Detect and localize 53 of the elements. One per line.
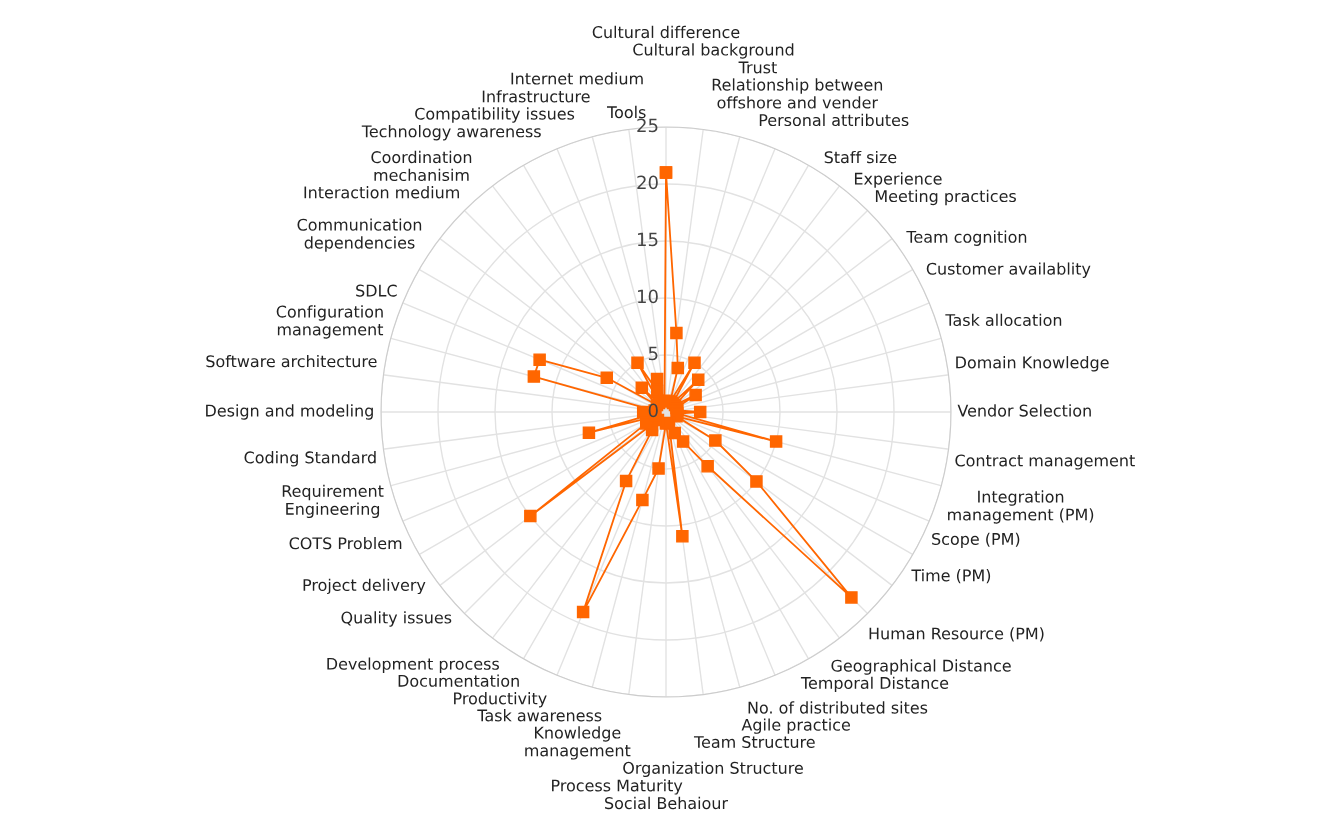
spoke-label: Geographical Distance — [831, 659, 1011, 675]
spoke-label: Staff size — [824, 150, 897, 164]
spoke-label: SDLC — [356, 284, 397, 297]
spoke-label: Coding Standard — [244, 451, 376, 467]
spoke-label: Integration management (PM) — [948, 490, 1094, 524]
spoke-label: Temporal Distance — [800, 676, 949, 693]
spoke-label: Human Resource (PM) — [869, 627, 1044, 642]
spoke-label: Experience — [854, 172, 942, 188]
spoke-label: Internet medium — [511, 72, 643, 85]
spoke-label: Scope (PM) — [932, 532, 1020, 549]
spoke-label: Cultural background — [633, 43, 794, 59]
spoke-label: Design and modeling — [206, 404, 373, 420]
spoke-label: Task allocation — [945, 313, 1062, 327]
spoke-label: Productivity — [454, 692, 547, 708]
spoke-label: COTS Problem — [289, 536, 402, 550]
spoke-label: Interaction medium — [304, 186, 459, 199]
spoke-label: Technology awareness — [361, 125, 541, 141]
spoke-label: Communication dependencies — [297, 218, 422, 252]
spoke-label: Team cognition — [906, 230, 1027, 246]
y-tick-label: 20 — [637, 175, 658, 190]
spoke-label: Tools — [606, 105, 646, 119]
spoke-label: Vendor Selection — [957, 404, 1091, 417]
y-tick-label: 25 — [637, 118, 658, 133]
spoke-label: Infrastructure — [482, 90, 590, 103]
spoke-label: Project delivery — [303, 578, 426, 595]
y-tick-label: 15 — [638, 232, 658, 247]
spoke-label: Agile practice — [741, 718, 850, 734]
spoke-label: Personal attributes — [759, 113, 909, 127]
spoke-label: Software architecture — [206, 354, 377, 368]
spoke-label: Trust — [738, 61, 777, 74]
spoke-label: Customer availablity — [926, 262, 1091, 278]
spoke-label: Meeting practices — [875, 189, 1016, 206]
spoke-label: Quality issues — [341, 611, 452, 627]
spoke-label: Time (PM) — [911, 569, 991, 584]
spoke-label: No. of distributed sites — [748, 701, 928, 714]
spoke-label: Contract management — [955, 454, 1135, 470]
spoke-label: Coordination mechanisim — [371, 150, 472, 182]
spoke-label: Requirement Engineering — [282, 484, 384, 519]
spoke-label: Development process — [327, 657, 499, 673]
spoke-label: Team Structure — [693, 735, 815, 749]
spoke-label: Cultural difference — [592, 25, 740, 39]
y-tick-label: 10 — [638, 289, 658, 304]
y-tick-label: 5 — [648, 346, 658, 361]
spoke-label: Organization Structure — [623, 761, 803, 778]
spoke-label: Social Behaiour — [605, 796, 729, 810]
spoke-label: Domain Knowledge — [956, 356, 1109, 372]
spoke-label: Process Maturity — [552, 779, 683, 795]
spoke-label: Configuration management — [276, 305, 384, 339]
spoke-label: Documentation — [398, 674, 519, 687]
spoke-label: Compatibility issues — [415, 107, 575, 123]
spoke-label: Relationship between offshore and vender — [712, 78, 883, 109]
spoke-label: Task awareness — [477, 709, 602, 722]
spoke-label: Knowledge management — [525, 726, 631, 760]
